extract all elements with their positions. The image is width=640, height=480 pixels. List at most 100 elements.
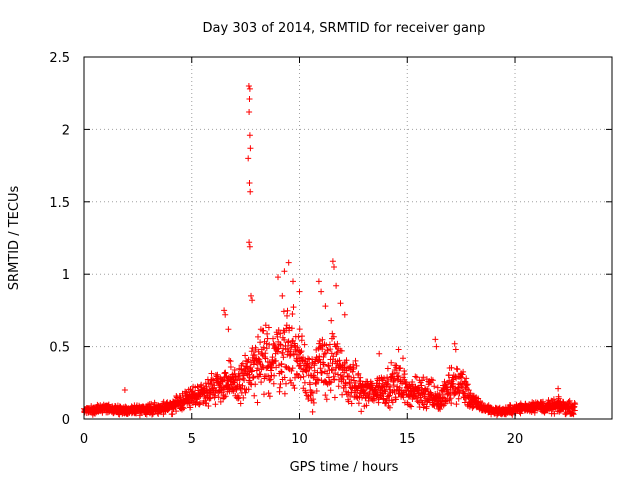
data-point bbox=[303, 367, 310, 374]
data-point bbox=[321, 361, 327, 368]
data-point bbox=[277, 342, 284, 348]
data-points bbox=[81, 83, 579, 419]
data-point bbox=[325, 362, 332, 369]
data-point bbox=[328, 367, 335, 374]
data-point bbox=[332, 370, 339, 377]
data-point bbox=[270, 380, 277, 387]
data-point bbox=[121, 387, 128, 393]
data-point bbox=[565, 399, 572, 405]
data-point bbox=[237, 400, 244, 407]
data-point bbox=[329, 366, 336, 373]
data-point bbox=[247, 188, 254, 195]
data-point bbox=[315, 278, 322, 285]
data-point bbox=[246, 243, 253, 250]
data-point bbox=[308, 364, 315, 371]
data-point bbox=[222, 370, 229, 377]
data-point bbox=[222, 393, 229, 400]
data-point bbox=[286, 324, 293, 331]
data-point bbox=[448, 364, 455, 371]
data-point bbox=[392, 396, 399, 403]
data-point bbox=[464, 381, 471, 388]
data-point bbox=[255, 355, 262, 362]
data-point bbox=[272, 357, 279, 364]
data-point bbox=[328, 317, 335, 324]
y-axis-label: SRMTID / TECUs bbox=[7, 186, 22, 291]
y-tick-label: 1.5 bbox=[49, 196, 70, 211]
data-point bbox=[460, 368, 467, 375]
data-point bbox=[279, 349, 286, 356]
data-point bbox=[246, 109, 253, 115]
data-point bbox=[246, 96, 253, 102]
data-point bbox=[313, 388, 320, 394]
data-point bbox=[350, 366, 357, 373]
data-point bbox=[327, 387, 334, 394]
data-point bbox=[260, 344, 267, 351]
data-point bbox=[433, 343, 440, 350]
data-point bbox=[233, 386, 240, 393]
x-tick-label: 5 bbox=[188, 432, 196, 447]
data-point bbox=[239, 382, 246, 389]
data-point bbox=[210, 377, 217, 384]
data-point bbox=[215, 394, 222, 401]
data-point bbox=[432, 336, 439, 343]
data-point bbox=[296, 326, 303, 333]
data-point bbox=[412, 373, 419, 380]
data-point bbox=[331, 264, 337, 270]
data-point bbox=[318, 288, 325, 295]
data-point bbox=[288, 367, 295, 374]
y-tick-label: 2 bbox=[62, 123, 70, 138]
data-point bbox=[309, 390, 316, 396]
data-point bbox=[434, 384, 441, 391]
data-point bbox=[455, 395, 462, 402]
data-point bbox=[266, 341, 273, 348]
data-point bbox=[280, 354, 287, 361]
data-point bbox=[391, 375, 398, 382]
data-point bbox=[334, 349, 341, 356]
data-point bbox=[551, 410, 558, 417]
x-tick-label: 10 bbox=[291, 432, 308, 447]
data-point bbox=[307, 381, 313, 388]
data-point bbox=[454, 366, 461, 373]
data-point bbox=[413, 374, 420, 381]
data-point bbox=[545, 397, 552, 404]
data-point bbox=[308, 389, 315, 396]
data-point bbox=[248, 348, 255, 355]
data-point bbox=[328, 379, 334, 386]
data-point bbox=[337, 300, 344, 307]
data-point bbox=[353, 362, 360, 369]
data-point bbox=[318, 369, 325, 376]
data-point bbox=[277, 330, 284, 337]
data-point bbox=[322, 392, 329, 399]
data-point bbox=[281, 336, 288, 343]
data-point bbox=[264, 335, 271, 342]
data-point bbox=[458, 374, 465, 381]
data-point bbox=[230, 388, 237, 395]
data-point bbox=[259, 362, 266, 369]
data-point bbox=[341, 311, 348, 318]
data-point bbox=[451, 340, 458, 347]
data-point bbox=[298, 348, 305, 355]
data-point bbox=[236, 376, 243, 383]
data-point bbox=[169, 411, 176, 418]
data-point bbox=[231, 367, 238, 373]
data-point bbox=[296, 288, 303, 295]
data-point bbox=[297, 374, 304, 381]
data-point bbox=[343, 357, 350, 364]
data-point bbox=[300, 373, 307, 380]
data-point bbox=[265, 390, 272, 397]
data-point bbox=[403, 379, 410, 386]
axis-ticks: 0 0.5 1 1.5 2 2.5 0 5 10 15 20 bbox=[49, 51, 612, 447]
data-point bbox=[311, 362, 318, 369]
data-point bbox=[348, 400, 355, 407]
data-point bbox=[281, 329, 288, 336]
data-point bbox=[266, 393, 273, 400]
data-point bbox=[245, 83, 252, 89]
data-point bbox=[390, 370, 396, 377]
data-point bbox=[277, 341, 283, 348]
data-point bbox=[409, 379, 416, 385]
data-point bbox=[387, 384, 394, 390]
data-point bbox=[355, 400, 362, 407]
data-point bbox=[246, 180, 253, 186]
data-point bbox=[263, 345, 270, 352]
